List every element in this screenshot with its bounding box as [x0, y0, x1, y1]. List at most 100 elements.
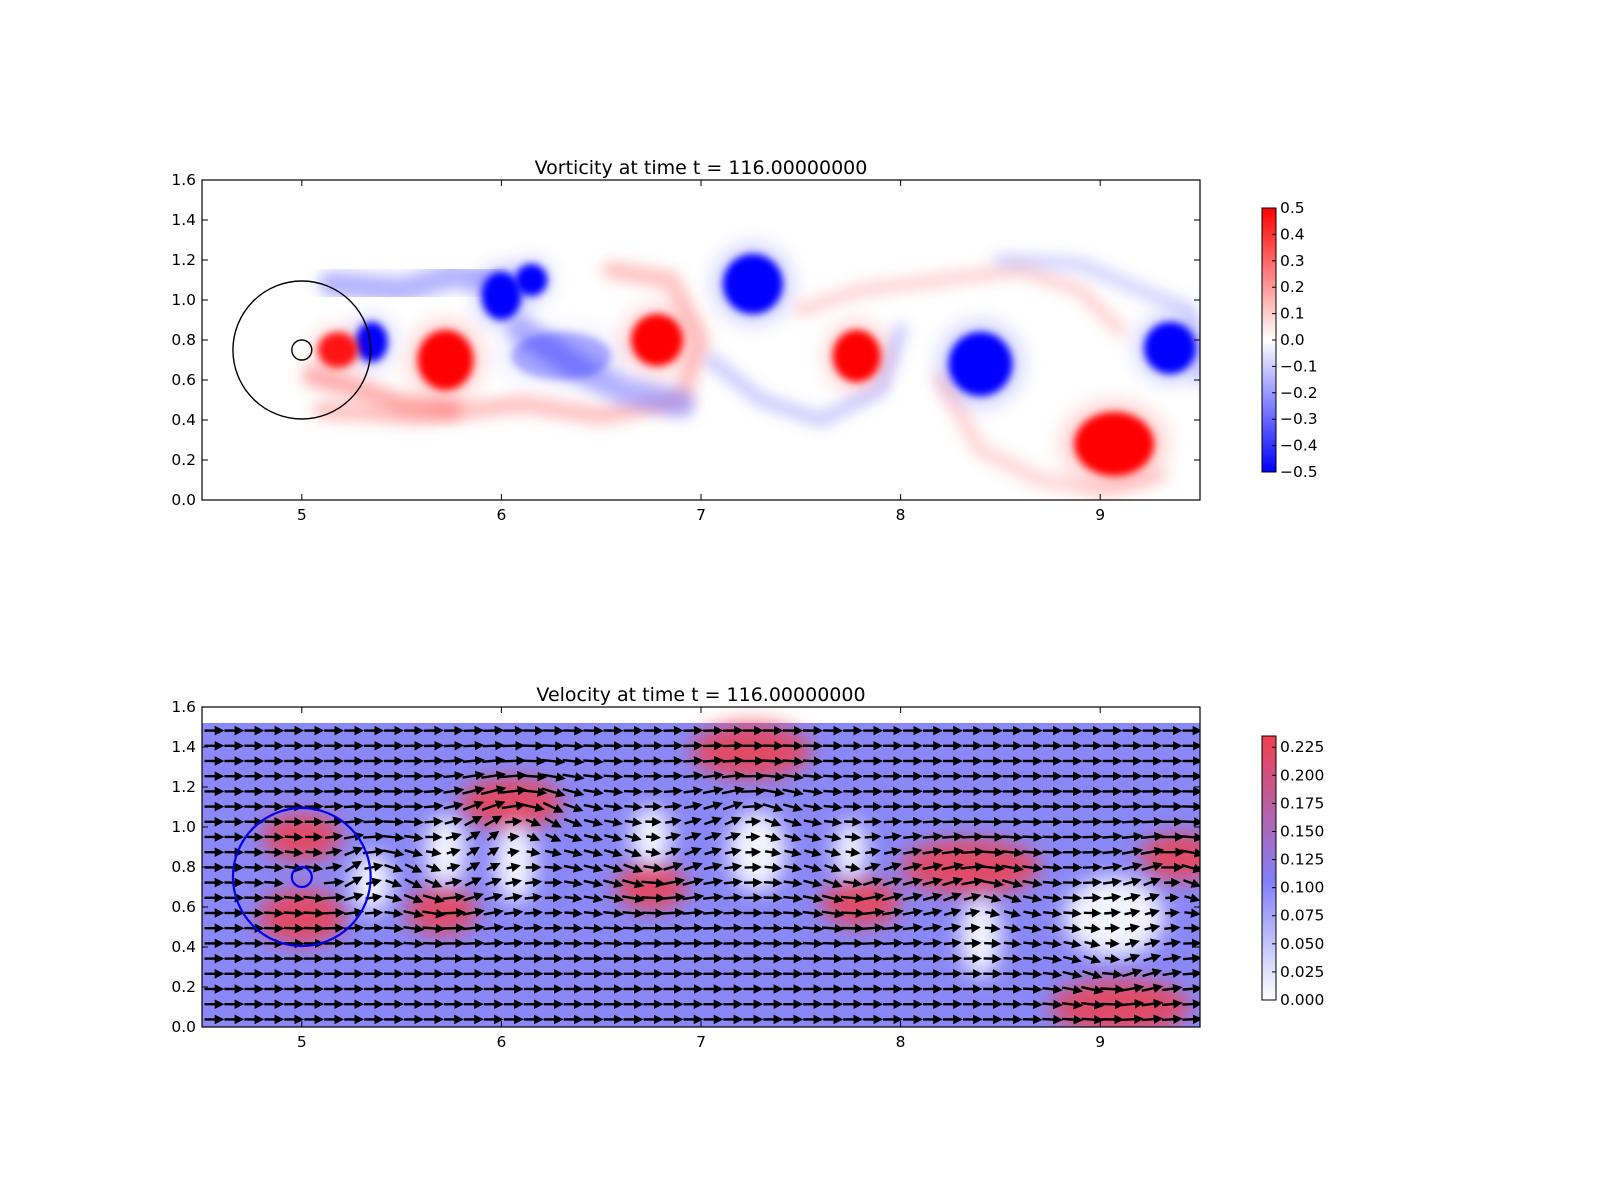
quiver-arrow [943, 953, 963, 964]
quiver-arrow [702, 770, 724, 781]
quiver-arrow [941, 861, 964, 872]
quiver-arrow [483, 907, 504, 918]
quiver-arrow [844, 817, 862, 827]
quiver-arrow [422, 908, 446, 919]
fast-flow-region [820, 879, 901, 927]
quiver-arrow [802, 787, 824, 797]
quiver-arrow [1104, 953, 1121, 964]
quiver-arrow [1084, 938, 1101, 949]
quiver-arrow [481, 800, 506, 812]
quiver-arrow [823, 771, 844, 782]
quiver-arrow [1143, 953, 1162, 963]
quiver-arrow [963, 892, 982, 902]
quiver-arrow [1184, 908, 1200, 918]
quiver-arrow [425, 863, 442, 873]
velocity-colorbar [1261, 735, 1277, 1001]
quiver-arrow [721, 785, 745, 796]
quiver-arrow [503, 938, 524, 949]
quiver-arrow [1181, 863, 1200, 874]
quiver-arrow [1063, 954, 1082, 964]
quiver-arrow [662, 907, 685, 918]
quiver-arrow [562, 772, 585, 782]
quiver-arrow [503, 923, 524, 933]
quiver-arrow [883, 847, 902, 857]
quiver-arrow [526, 847, 541, 857]
quiver-arrow [264, 908, 285, 918]
quiver-arrow [1042, 878, 1063, 888]
quiver-arrow [802, 908, 824, 919]
quiver-arrow [802, 771, 824, 782]
quiver-arrow [663, 786, 683, 797]
quiver-arrow [383, 938, 404, 949]
colorbar-tick-label: 0.075 [1280, 907, 1324, 925]
quiver-arrow [764, 817, 782, 827]
quiver-arrow [344, 876, 363, 888]
quiver-arrow [403, 938, 425, 949]
quiver-arrow [443, 771, 465, 781]
quiver-arrow [505, 816, 523, 827]
quiver-arrow [383, 848, 405, 858]
quiver-arrow [882, 938, 904, 948]
quiver-arrow [1023, 938, 1043, 949]
quiver-arrow [403, 817, 424, 827]
quiver-arrow [343, 801, 365, 812]
quiver-arrow [661, 876, 686, 887]
quiver-arrow [784, 832, 802, 843]
quiver-arrow [1180, 848, 1200, 858]
quiver-arrow [422, 923, 446, 934]
quiver-arrow [922, 877, 943, 887]
quiver-arrow [384, 908, 404, 919]
colorbar-tick-label: −0.4 [1280, 437, 1318, 455]
quiver-arrow [961, 832, 984, 842]
quiver-arrow [603, 786, 624, 797]
quiver-arrow [324, 832, 344, 842]
quiver-arrow [384, 863, 404, 873]
quiver-arrow [445, 832, 462, 842]
quiver-arrow [643, 863, 664, 873]
quiver-arrow [323, 877, 345, 888]
quiver-arrow [1001, 847, 1024, 858]
quiver-arrow [803, 817, 823, 827]
quiver-arrow [442, 892, 466, 903]
quiver-arrow [541, 787, 566, 798]
quiver-arrow [684, 831, 702, 842]
quiver-arrow [1023, 954, 1043, 964]
vortex-core [511, 332, 612, 380]
quiver-arrow [403, 909, 425, 919]
quiver-arrow [943, 923, 962, 933]
quiver-arrow [861, 892, 885, 902]
quiver-arrow [1063, 908, 1082, 918]
quiver-arrow [722, 740, 744, 751]
quiver-arrow [782, 787, 804, 797]
quiver-arrow [583, 878, 604, 888]
quiver-arrow [1043, 923, 1062, 934]
x-tick-label: 6 [496, 506, 506, 524]
quiver-arrow [462, 800, 485, 811]
quiver-arrow [541, 756, 566, 767]
quiver-arrow [343, 816, 365, 827]
quiver-arrow [860, 907, 885, 918]
quiver-arrow [804, 832, 822, 843]
quiver-arrow [1082, 877, 1103, 888]
quiver-arrow [244, 862, 265, 873]
quiver-arrow [464, 877, 482, 887]
quiver-arrow [563, 863, 584, 873]
quiver-arrow [661, 892, 686, 903]
quiver-arrow [824, 863, 842, 873]
quiver-arrow [1121, 816, 1144, 827]
quiver-arrow [665, 847, 682, 857]
quiver-arrow [1124, 938, 1140, 948]
vortex-core [631, 314, 684, 366]
quiver-arrow [264, 847, 284, 858]
quiver-arrow [941, 846, 964, 857]
quiver-arrow [485, 877, 502, 887]
quiver-arrow [583, 863, 604, 873]
quiver-arrow [463, 938, 485, 949]
colorbar-tick-label: 0.1 [1280, 305, 1305, 323]
quiver-arrow [563, 741, 585, 751]
quiver-arrow [624, 817, 643, 827]
quiver-arrow [1003, 923, 1022, 934]
quiver-arrow [1181, 817, 1200, 827]
quiver-arrow [583, 893, 604, 903]
x-tick-label: 5 [297, 1033, 307, 1051]
